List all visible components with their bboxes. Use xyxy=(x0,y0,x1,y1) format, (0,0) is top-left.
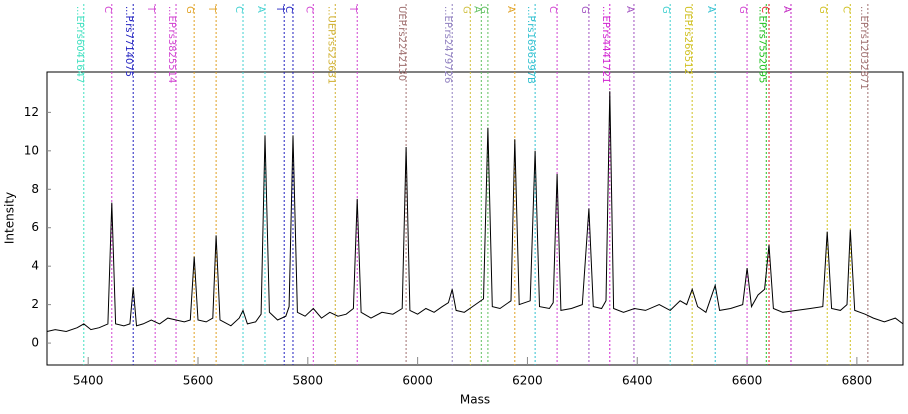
x-tick-label: 6400 xyxy=(622,374,653,388)
marker-label: ...EP.rs2479726 xyxy=(442,6,453,83)
marker-label: C xyxy=(233,6,244,13)
marker-label: A xyxy=(255,6,266,13)
marker-label: C xyxy=(840,6,851,13)
marker-label: UEP.rs266512 xyxy=(682,6,693,75)
y-tick-label: 6 xyxy=(31,220,39,234)
y-tick-label: 0 xyxy=(31,336,39,350)
x-axis-label: Mass xyxy=(460,393,490,407)
plot-frame xyxy=(46,71,904,366)
marker-label: C xyxy=(283,6,294,13)
marker-label: ...EP.rs3825514 xyxy=(166,6,177,83)
marker-label: ...UEP.rs523631 xyxy=(325,6,336,84)
y-tick-label: 4 xyxy=(31,259,39,273)
marker-label: A xyxy=(705,6,716,13)
marker-label: T xyxy=(347,5,358,13)
y-tick-label: 10 xyxy=(24,143,39,157)
marker-label: G xyxy=(478,6,489,14)
marker-label: ...EP.rs12032871 xyxy=(858,6,869,90)
marker-label: ...EP.rs4441721 xyxy=(600,6,611,83)
marker-label: ...EP.rs7552095 xyxy=(756,6,767,83)
marker-label: G xyxy=(737,6,748,14)
marker-label: T xyxy=(274,5,285,13)
x-tick-label: 6000 xyxy=(402,374,433,388)
y-tick-label: 12 xyxy=(24,105,39,119)
marker-label: A xyxy=(505,6,516,13)
marker-label: C xyxy=(759,6,770,13)
marker-label: G xyxy=(184,6,195,14)
marker-label: UEP.rs2242130 xyxy=(396,6,407,81)
marker-label: A xyxy=(781,6,792,13)
x-tick-label: 5600 xyxy=(183,374,214,388)
marker-label: ...EP.rs6041647 xyxy=(74,6,85,83)
marker-label: G xyxy=(660,6,671,14)
y-tick-label: 2 xyxy=(31,297,39,311)
spectrum-line xyxy=(46,91,904,333)
marker-label: T xyxy=(145,5,156,13)
marker-label: ...P.rs1696397B xyxy=(525,6,536,84)
marker-label: T xyxy=(206,5,217,13)
marker-label: C xyxy=(102,6,113,13)
marker-label: A xyxy=(624,6,635,13)
marker-label: C xyxy=(547,6,558,13)
y-tick-label: 8 xyxy=(31,182,39,196)
marker-label: ...P.rs7714075 xyxy=(123,6,134,77)
marker-label: G xyxy=(460,6,471,14)
x-tick-label: 6200 xyxy=(512,374,543,388)
x-tick-label: 6800 xyxy=(842,374,873,388)
y-axis-label: Intensity xyxy=(3,192,17,244)
marker-label: A xyxy=(471,6,482,13)
x-tick-label: 5800 xyxy=(293,374,324,388)
x-tick-label: 5400 xyxy=(73,374,104,388)
marker-label: G xyxy=(579,6,590,14)
x-tick-label: 6600 xyxy=(732,374,763,388)
marker-label: C xyxy=(303,6,314,13)
marker-label: G xyxy=(817,6,828,14)
